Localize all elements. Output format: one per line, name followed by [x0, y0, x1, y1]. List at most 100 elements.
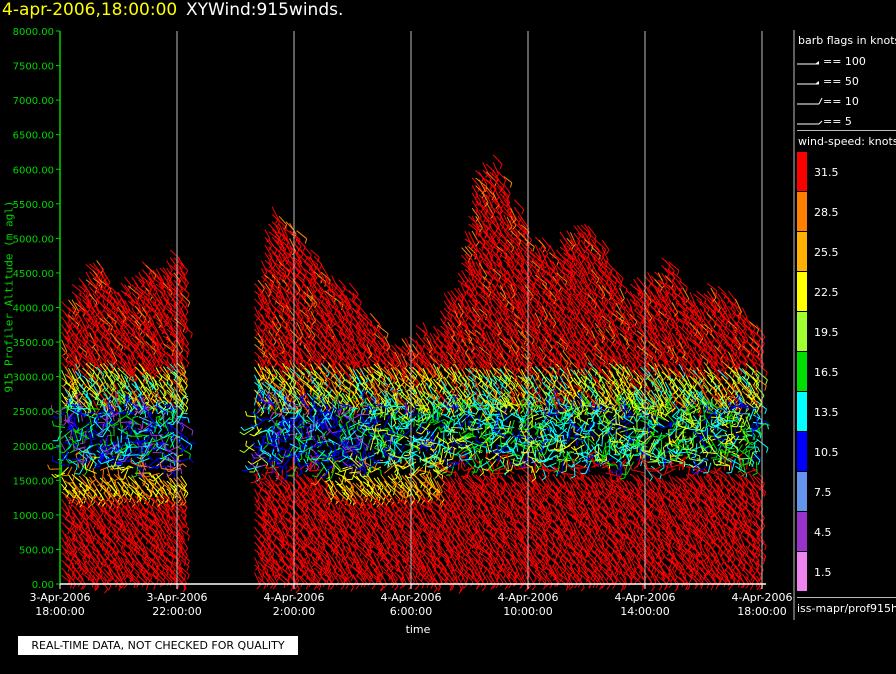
wind-barb — [134, 503, 142, 516]
wind-barb — [89, 294, 98, 303]
wind-barb-flag — [146, 500, 151, 505]
wind-barb-flag — [191, 430, 194, 436]
wind-barb-flag — [56, 442, 60, 448]
wind-barb-flag — [138, 408, 143, 414]
wind-barb — [107, 405, 112, 417]
wind-barb — [89, 392, 99, 401]
wind-barb — [120, 305, 130, 317]
wind-barb-flag — [97, 456, 103, 461]
wind-barb-flag — [91, 343, 96, 349]
wind-barb — [85, 507, 94, 516]
wind-barb — [180, 475, 188, 485]
wind-barb-flag — [83, 554, 86, 560]
wind-barb — [117, 337, 127, 346]
wind-barb-flag — [121, 464, 123, 470]
wind-barb — [113, 557, 121, 568]
wind-barb — [68, 520, 79, 529]
wind-barb — [63, 413, 73, 426]
wind-barb — [85, 385, 98, 396]
wind-barb-flag — [101, 436, 104, 442]
wind-barb-flag — [184, 548, 189, 553]
wind-barb-flag — [121, 323, 125, 328]
wind-barb-flag — [181, 426, 185, 432]
wind-barb-flag — [146, 485, 150, 491]
wind-barb — [85, 454, 97, 464]
wind-barb-flag — [325, 479, 330, 483]
wind-barb — [138, 355, 150, 366]
wind-barb-flag — [90, 510, 95, 515]
wind-barb-flag — [316, 413, 320, 419]
wind-barb — [151, 434, 164, 437]
wind-barb-flag — [187, 535, 190, 541]
wind-barb-flag — [122, 492, 126, 497]
wind-barb — [99, 272, 108, 285]
wind-barb — [69, 403, 83, 407]
wind-barb-flag — [99, 317, 104, 323]
wind-barb-field — [46, 154, 770, 594]
wind-barb-flag — [80, 350, 84, 355]
wind-barb-flag — [94, 463, 97, 469]
wind-barb-flag — [113, 490, 118, 495]
wind-barb — [61, 392, 68, 403]
wind-barb-flag — [269, 584, 274, 589]
wind-barb — [106, 359, 115, 371]
wind-barb-flag — [70, 525, 76, 531]
wind-barb — [138, 500, 147, 514]
wind-barb-flag — [73, 488, 76, 495]
wind-barb-flag — [122, 338, 127, 343]
wind-barb — [89, 552, 100, 564]
wind-barb — [131, 307, 138, 319]
wind-barb — [99, 568, 110, 580]
wind-barb — [89, 385, 99, 396]
wind-barb-flag — [91, 359, 96, 364]
wind-barb — [120, 480, 129, 492]
wind-barb-flag — [91, 544, 95, 550]
wind-barb — [180, 331, 190, 344]
wind-barb — [120, 548, 130, 561]
wind-barb-flag — [180, 469, 183, 475]
wind-barb-flag — [338, 502, 341, 508]
wind-barb — [113, 314, 124, 326]
wind-barb — [89, 278, 100, 290]
wind-barb — [64, 351, 73, 364]
wind-barb — [131, 535, 138, 548]
wind-barb — [101, 469, 105, 485]
wind-barb — [75, 484, 85, 497]
wind-barb-flag — [114, 578, 118, 584]
wind-barb — [85, 309, 94, 321]
wind-barb — [68, 573, 77, 585]
wind-barb — [120, 556, 128, 570]
wind-barb-flag — [131, 354, 135, 360]
wind-barb — [141, 383, 151, 396]
wind-barb — [141, 337, 150, 350]
wind-barb — [309, 469, 322, 472]
wind-barb-flag — [145, 584, 149, 590]
wind-barb — [82, 534, 90, 544]
wind-barb-flag — [171, 534, 175, 540]
wind-barb-flag — [79, 395, 83, 401]
wind-barb — [103, 294, 115, 306]
wind-barb-flag — [103, 328, 106, 334]
wind-barb — [124, 352, 132, 367]
wind-barb-flag — [69, 403, 73, 409]
wind-barb — [124, 307, 133, 318]
wind-barb — [75, 500, 85, 509]
wind-barb — [124, 360, 134, 373]
wind-barb-flag — [89, 568, 94, 574]
wind-barb — [145, 264, 157, 276]
wind-barb — [120, 313, 128, 326]
wind-barb — [126, 399, 140, 410]
wind-barb-flag — [132, 415, 139, 419]
wind-barb — [106, 519, 119, 530]
wind-barb-flag — [72, 309, 77, 314]
wind-barb — [61, 529, 69, 542]
wind-barb-flag — [69, 504, 73, 510]
wind-barb — [131, 345, 140, 355]
wind-barb — [85, 347, 94, 360]
wind-barb-flag — [138, 314, 143, 319]
wind-barb — [104, 443, 118, 453]
wind-barb — [64, 503, 71, 515]
wind-barb-flag — [121, 512, 125, 518]
wind-barb — [268, 254, 277, 265]
wind-barb-flag — [72, 584, 77, 589]
